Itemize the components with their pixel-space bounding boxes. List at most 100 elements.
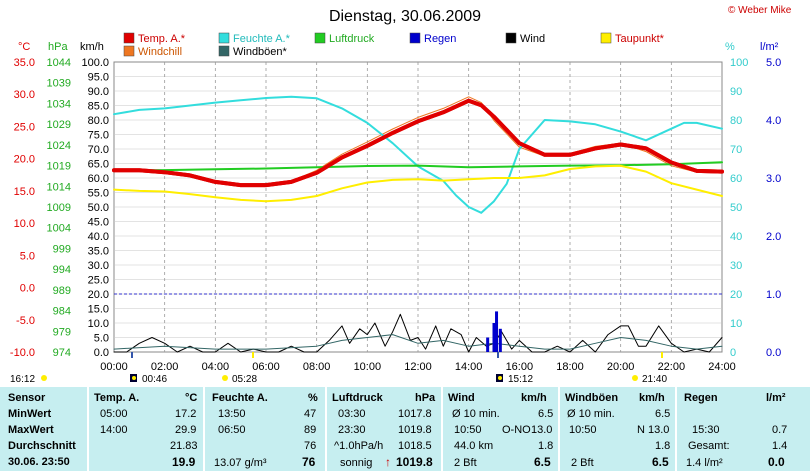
humidity-abs: 13.07 g/m³ <box>214 457 267 469</box>
pressure-avg: 1018.5 <box>398 440 432 452</box>
sun-icon <box>632 375 638 381</box>
rain-tick-label: 5.0 <box>766 57 781 69</box>
legend-label: Windböen* <box>233 46 288 58</box>
pressure-current: 1019.8 <box>396 455 433 469</box>
gusts-min: 6.5 <box>655 408 671 420</box>
rain-current: 0.0 <box>768 455 785 469</box>
x-tick-label: 06:00 <box>252 361 280 373</box>
x-tick-label: 02:00 <box>151 361 179 373</box>
row-label-min: MinWert <box>8 408 52 420</box>
wind-tick-label: 90.0 <box>88 86 109 98</box>
humidity-unit: % <box>308 392 318 404</box>
wind-max-time: 10:50 <box>454 424 482 436</box>
series-lines <box>112 95 724 353</box>
humidity-min-time: 13:50 <box>218 408 246 420</box>
time-markers: 16:12 00:46 05:28 15:12 21:40 <box>10 352 667 385</box>
wind-tick-label: 65.0 <box>88 159 109 171</box>
rain-total-label: Gesamt: <box>688 440 730 452</box>
series-line-taupunkt <box>113 164 723 203</box>
pressure-tick-label: 1039 <box>47 78 71 90</box>
temp-header: Temp. A. <box>94 392 140 404</box>
temp-tick-label: -5.0 <box>16 315 35 327</box>
humidity-tick-label: 60 <box>730 173 742 185</box>
x-tick-label: 00:00 <box>100 361 128 373</box>
legend: Temp. A.* Feuchte A.* Luftdruck Regen Wind Ta… <box>123 32 665 58</box>
temp-avg: 21.83 <box>170 440 198 452</box>
pressure-tick-label: 1009 <box>47 202 71 214</box>
pressure-tick-label: 1034 <box>47 98 71 110</box>
pressure-trend-arrow: ↑ <box>385 455 391 469</box>
chart-title: Dienstag, 30.06.2009 <box>329 8 481 25</box>
pressure-tick-label: 1019 <box>47 161 71 173</box>
pressure-tick-label: 1044 <box>47 57 71 69</box>
wind-tick-label: 60.0 <box>88 173 109 185</box>
pressure-tick-label: 989 <box>53 285 71 297</box>
pressure-tick-label: 979 <box>53 326 71 338</box>
x-tick-label: 24:00 <box>708 361 736 373</box>
temp-max: 29.9 <box>175 424 197 436</box>
series-line-windb-en <box>113 334 723 350</box>
gusts-unit: km/h <box>639 392 665 404</box>
column-separator <box>325 387 327 471</box>
wind-avg: 1.8 <box>538 440 554 452</box>
row-label-avg: Durchschnitt <box>8 440 76 452</box>
humidity-tick-label: 20 <box>730 289 742 301</box>
temp-min-time: 05:00 <box>100 408 128 420</box>
moon-icon <box>498 376 502 380</box>
wind-tick-label: 5.0 <box>94 333 109 345</box>
legend-swatch <box>123 45 135 57</box>
wind-current: 6.5 <box>534 455 551 469</box>
humidity-tick-label: 80 <box>730 115 742 127</box>
humidity-tick-label: 0 <box>730 347 736 359</box>
pressure-tick-label: 1029 <box>47 119 71 131</box>
temp-unit-label: °C <box>18 41 30 53</box>
wind-tick-label: 35.0 <box>88 246 109 258</box>
wind-tick-label: 30.0 <box>88 260 109 272</box>
sun-marker-label: 05:28 <box>232 374 257 385</box>
temp-tick-label: -10.0 <box>10 347 35 359</box>
x-tick-label: 12:00 <box>404 361 432 373</box>
rain-max-time: 15:30 <box>692 424 720 436</box>
legend-label: Luftdruck <box>329 33 375 45</box>
rain-tick-label: 2.0 <box>766 231 781 243</box>
sun-icon <box>41 375 47 381</box>
legend-label: Temp. A.* <box>138 33 186 45</box>
pressure-max-time: 23:30 <box>338 424 366 436</box>
row-label-sensor: Sensor <box>8 392 46 404</box>
x-tick-label: 04:00 <box>202 361 230 373</box>
wind-tick-label: 0.0 <box>94 347 109 359</box>
humidity-current: 76 <box>302 455 316 469</box>
x-tick-label: 22:00 <box>658 361 686 373</box>
legend-swatch <box>218 32 230 44</box>
moon-marker-label: 15:12 <box>508 374 533 385</box>
rain-tick-label: 4.0 <box>766 115 781 127</box>
humidity-tick-label: 30 <box>730 260 742 272</box>
sunrise-marker-label: 16:12 <box>10 374 35 385</box>
wind-tick-label: 80.0 <box>88 115 109 127</box>
wind-tick-label: 40.0 <box>88 231 109 243</box>
humidity-min: 47 <box>304 408 317 420</box>
axis-ticks: 35.0 30.0 25.0 20.0 15.0 10.0 5.0 0.0 -5.0 -10.0 1… <box>10 57 781 373</box>
rain-total: 1.4 <box>772 440 788 452</box>
gusts-header: Windböen <box>565 392 619 404</box>
temp-min: 17.2 <box>175 408 197 420</box>
grid <box>113 61 723 353</box>
legend-label: Taupunkt* <box>615 33 665 45</box>
column-separator <box>441 387 443 471</box>
humidity-max: 89 <box>304 424 317 436</box>
rain-unit-label: l/m² <box>760 41 779 53</box>
wind-bft: 2 Bft <box>454 457 477 469</box>
temp-unit: °C <box>185 392 198 404</box>
pressure-unit-label: hPa <box>48 41 68 53</box>
pressure-header: Luftdruck <box>332 392 383 404</box>
gusts-max: 13.0 <box>648 424 670 436</box>
wind-tick-label: 50.0 <box>88 202 109 214</box>
wind-min-label: Ø 10 min. <box>452 408 500 420</box>
wind-tick-label: 95.0 <box>88 72 109 84</box>
humidity-max-time: 06:50 <box>218 424 246 436</box>
sun-marker-label: 21:40 <box>642 374 667 385</box>
gusts-avg: 1.8 <box>655 440 671 452</box>
gusts-current: 6.5 <box>652 455 669 469</box>
gusts-max-time: 10:50 <box>569 424 597 436</box>
temp-tick-label: 30.0 <box>14 89 35 101</box>
